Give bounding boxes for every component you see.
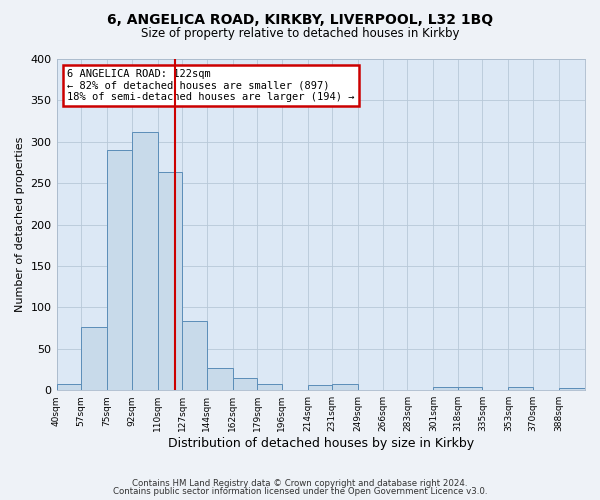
Bar [508, 387, 533, 390]
Bar [158, 172, 182, 390]
Bar [207, 368, 233, 390]
Bar [332, 384, 358, 390]
Text: Contains public sector information licensed under the Open Government Licence v3: Contains public sector information licen… [113, 487, 487, 496]
X-axis label: Distribution of detached houses by size in Kirkby: Distribution of detached houses by size … [168, 437, 474, 450]
Bar [81, 328, 107, 390]
Bar [559, 388, 585, 390]
Bar [56, 384, 81, 390]
Bar [182, 320, 207, 390]
Text: Contains HM Land Registry data © Crown copyright and database right 2024.: Contains HM Land Registry data © Crown c… [132, 478, 468, 488]
Bar [458, 387, 482, 390]
Bar [433, 387, 458, 390]
Y-axis label: Number of detached properties: Number of detached properties [15, 137, 25, 312]
Text: 6 ANGELICA ROAD: 122sqm
← 82% of detached houses are smaller (897)
18% of semi-d: 6 ANGELICA ROAD: 122sqm ← 82% of detache… [67, 69, 355, 102]
Bar [257, 384, 282, 390]
Bar [233, 378, 257, 390]
Bar [131, 132, 158, 390]
Text: 6, ANGELICA ROAD, KIRKBY, LIVERPOOL, L32 1BQ: 6, ANGELICA ROAD, KIRKBY, LIVERPOOL, L32… [107, 12, 493, 26]
Bar [107, 150, 131, 390]
Text: Size of property relative to detached houses in Kirkby: Size of property relative to detached ho… [141, 28, 459, 40]
Bar [308, 385, 332, 390]
